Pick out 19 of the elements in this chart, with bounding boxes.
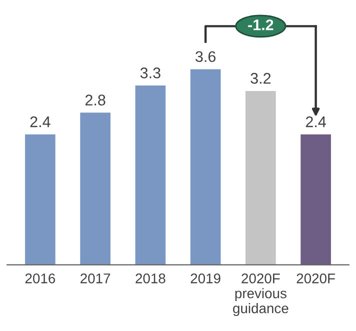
bar bbox=[246, 90, 276, 265]
data-label: 3.3 bbox=[140, 68, 160, 78]
data-label: 2.4 bbox=[306, 116, 326, 128]
data-label: 3.6 bbox=[196, 51, 216, 62]
bar bbox=[135, 86, 166, 265]
bar bbox=[190, 69, 221, 265]
text: -1.2 bbox=[248, 19, 274, 30]
x-tick-label: 2018 bbox=[136, 274, 166, 284]
x-tick-label: 2020F bbox=[296, 274, 335, 284]
bar bbox=[25, 134, 56, 265]
x-tick-label: 2020F previous guidance bbox=[233, 274, 288, 316]
data-label: 3.2 bbox=[250, 72, 271, 84]
bar bbox=[80, 112, 110, 265]
bar bbox=[300, 134, 331, 265]
x-tick-label: 2017 bbox=[80, 274, 110, 284]
data-label: 2.8 bbox=[85, 94, 106, 106]
x-tick-label: 2019 bbox=[190, 274, 220, 284]
data-label: 2.4 bbox=[30, 116, 50, 128]
x-tick-label: 2016 bbox=[25, 274, 56, 284]
